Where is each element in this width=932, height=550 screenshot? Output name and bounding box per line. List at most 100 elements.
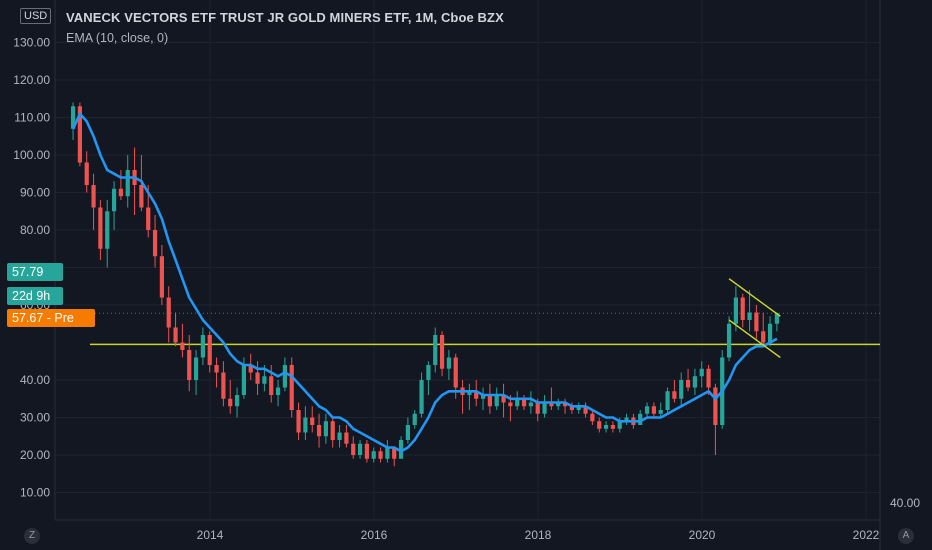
candle-body: [508, 402, 513, 407]
pre-price: 57.67: [12, 311, 44, 325]
time-tick-label: 2022: [853, 528, 880, 542]
candle-body: [699, 368, 704, 377]
indicator-legend[interactable]: EMA (10, close, 0): [66, 31, 169, 45]
candle: [474, 380, 479, 407]
candle-body: [658, 410, 663, 414]
countdown-badge: 22d 9h: [7, 287, 63, 305]
candle-body: [337, 432, 342, 440]
candle: [303, 406, 308, 440]
candle-body: [146, 207, 151, 230]
candle: [747, 290, 752, 332]
candle: [207, 331, 212, 373]
candle: [351, 436, 356, 459]
candle: [713, 383, 718, 455]
candle: [419, 372, 424, 418]
candle: [98, 200, 103, 260]
candle: [132, 147, 137, 215]
last-price-badge: 57.79: [7, 263, 63, 281]
candle-body: [166, 297, 171, 328]
candle-body: [221, 372, 226, 399]
ema-line-layer[interactable]: [71, 112, 778, 453]
candle: [610, 421, 615, 433]
candle: [501, 383, 506, 418]
candle-body: [562, 402, 568, 407]
candle: [316, 413, 322, 448]
candle-body: [296, 410, 301, 433]
candle-body: [214, 365, 219, 373]
candle: [426, 361, 431, 395]
candle-body: [426, 365, 431, 380]
candle-body: [754, 312, 759, 332]
candle-body: [187, 350, 192, 380]
candle-body: [583, 406, 588, 414]
candle-body: [357, 443, 363, 455]
channel-lines-layer[interactable]: [728, 278, 781, 359]
candle: [644, 402, 650, 418]
candle: [556, 398, 561, 410]
price-tick-label: 90.00: [20, 186, 50, 200]
candle: [597, 417, 602, 433]
candle-body: [439, 335, 445, 369]
candle: [392, 447, 397, 467]
candle: [330, 417, 335, 448]
candle-body: [692, 376, 697, 388]
candle-body: [638, 413, 643, 425]
candle-body: [255, 372, 260, 384]
zoom-button[interactable]: Z: [24, 528, 40, 544]
candle-body: [617, 421, 622, 429]
price-axis[interactable]: 130.00120.00110.00100.0090.0080.0070.006…: [13, 36, 920, 511]
candle-body: [234, 395, 240, 407]
candle-body: [569, 406, 574, 410]
candle: [91, 173, 96, 230]
candle-body: [665, 391, 670, 410]
auto-scale-button[interactable]: A: [898, 528, 914, 544]
price-tick-label: 100.00: [13, 148, 50, 162]
candle-body: [289, 365, 294, 410]
time-tick-label: 2018: [525, 528, 552, 542]
candle-body: [351, 443, 356, 455]
candle-body: [200, 335, 205, 358]
candle: [685, 368, 691, 392]
candle: [180, 323, 185, 358]
candle-body: [207, 335, 212, 365]
time-axis[interactable]: 2014 2016 2018 2020 2022: [197, 528, 880, 542]
candle-body: [398, 440, 404, 459]
candle-body: [118, 188, 123, 197]
pre-label: Pre: [54, 311, 74, 325]
candle: [398, 436, 404, 459]
candle: [460, 380, 465, 414]
candle: [549, 387, 554, 410]
candle-body: [405, 425, 410, 440]
time-tick-label: 2014: [197, 528, 224, 542]
candle-body: [262, 376, 267, 384]
candle: [357, 440, 363, 459]
candle: [378, 447, 383, 463]
candle: [125, 155, 130, 208]
candle-body: [740, 297, 745, 320]
candle-body: [494, 395, 499, 407]
time-tick-label: 2016: [361, 528, 388, 542]
candle: [289, 357, 294, 418]
candle: [672, 380, 677, 403]
candle-body: [706, 368, 711, 388]
candle: [439, 331, 445, 377]
candle-body: [111, 188, 117, 212]
candle: [228, 380, 233, 414]
candle: [193, 350, 199, 395]
candle-body: [152, 230, 158, 257]
candle: [774, 312, 779, 332]
candle: [200, 327, 205, 365]
candle-body: [433, 335, 438, 365]
candle: [248, 353, 253, 380]
candle: [583, 402, 588, 418]
candle: [467, 383, 472, 410]
candle: [521, 395, 527, 410]
candle-body: [323, 421, 328, 437]
candle-body: [419, 380, 424, 414]
candle-body: [316, 425, 322, 437]
candle-body: [576, 406, 581, 410]
chart-grid: [54, 0, 881, 550]
candle: [726, 316, 732, 362]
candle-body: [303, 417, 308, 433]
